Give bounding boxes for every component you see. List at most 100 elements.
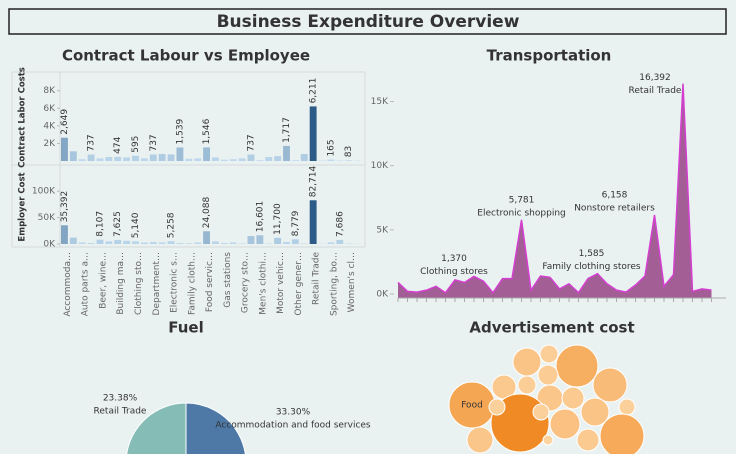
data-label: 1,546 bbox=[202, 118, 212, 144]
slice-value: 23.38% bbox=[103, 394, 138, 404]
title-box bbox=[8, 8, 727, 35]
slice-value: 33.30% bbox=[276, 408, 311, 418]
data-label: 35,392 bbox=[60, 191, 70, 223]
bar bbox=[185, 158, 193, 161]
bar bbox=[247, 236, 255, 244]
x-tick-label: Electronic s… bbox=[170, 252, 180, 313]
data-label: 474 bbox=[113, 136, 123, 153]
x-tick-label: Sporting, bo… bbox=[329, 252, 339, 316]
bar bbox=[229, 242, 237, 244]
bar bbox=[132, 155, 139, 161]
bar bbox=[203, 147, 210, 161]
data-label: 737 bbox=[149, 134, 159, 151]
x-tick-label: Family cloth… bbox=[187, 252, 197, 315]
y-tick-label: 4K bbox=[43, 121, 56, 131]
data-label: 82,714 bbox=[309, 166, 319, 198]
data-label: 6,211 bbox=[309, 78, 319, 104]
area-line bbox=[397, 83, 712, 294]
bar bbox=[167, 241, 175, 244]
bar bbox=[327, 159, 335, 161]
chart-title: Fuel bbox=[168, 319, 204, 337]
data-label: 737 bbox=[246, 134, 256, 151]
x-tick-label: Other gener… bbox=[294, 252, 304, 316]
bar bbox=[114, 156, 122, 161]
bar bbox=[167, 154, 175, 161]
x-tick-label: Retail Trade bbox=[312, 252, 322, 305]
bar bbox=[123, 157, 131, 161]
bar bbox=[140, 158, 148, 161]
data-label: 7,686 bbox=[335, 211, 345, 237]
bar bbox=[149, 154, 157, 161]
bar bbox=[345, 243, 353, 244]
bubble bbox=[488, 398, 506, 416]
bar bbox=[194, 242, 202, 244]
bar bbox=[114, 239, 122, 244]
bar bbox=[69, 237, 77, 244]
bar bbox=[265, 243, 273, 244]
bar bbox=[105, 157, 113, 161]
annotation-name: Family clothing stores bbox=[542, 262, 641, 272]
bar bbox=[149, 241, 157, 244]
bar bbox=[283, 241, 290, 244]
y-tick-label: 15K bbox=[371, 97, 389, 107]
panel-frame bbox=[11, 71, 366, 248]
bubble bbox=[512, 347, 542, 377]
bubble bbox=[539, 344, 559, 364]
data-label: 24,088 bbox=[202, 197, 212, 229]
bar bbox=[220, 242, 228, 244]
pie-slice bbox=[126, 402, 187, 454]
bar bbox=[265, 157, 273, 161]
y-tick-label: 0K bbox=[376, 290, 389, 300]
annotation-value: 1,585 bbox=[579, 249, 605, 259]
data-label: 5,258 bbox=[167, 212, 177, 238]
area-fill bbox=[398, 83, 712, 298]
bubble bbox=[599, 413, 645, 454]
bar bbox=[291, 160, 299, 161]
annotation-name: Electronic shopping bbox=[477, 208, 565, 218]
bar bbox=[132, 241, 139, 244]
y-tick-label: 2K bbox=[43, 139, 56, 149]
bar bbox=[123, 240, 131, 244]
bar bbox=[336, 239, 344, 244]
bar bbox=[158, 242, 166, 244]
y-tick-label: 8K bbox=[43, 86, 56, 96]
bar bbox=[256, 235, 264, 244]
bar bbox=[194, 158, 202, 161]
bar bbox=[238, 243, 246, 244]
chart-title: Advertisement cost bbox=[469, 319, 634, 337]
data-label: 11,700 bbox=[273, 203, 283, 235]
annotation-name: Clothing stores bbox=[420, 267, 488, 277]
annotation-value: 16,392 bbox=[639, 73, 671, 83]
annotation-value: 1,370 bbox=[441, 254, 467, 264]
bar bbox=[61, 137, 68, 161]
bubble bbox=[532, 403, 550, 421]
bar bbox=[220, 159, 228, 161]
bar bbox=[229, 159, 237, 161]
bar bbox=[87, 154, 95, 161]
bar bbox=[61, 225, 68, 244]
annotation-value: 5,781 bbox=[509, 195, 535, 205]
data-label: 5,140 bbox=[131, 212, 141, 238]
bubble bbox=[618, 398, 636, 416]
bubble bbox=[555, 344, 599, 388]
bar bbox=[78, 159, 86, 161]
y-tick-label: 0K bbox=[43, 240, 56, 250]
bubble bbox=[580, 397, 610, 427]
slice-name: Accommodation and food services bbox=[215, 421, 371, 431]
dashboard-title: Business Expenditure Overview bbox=[217, 12, 520, 32]
bar bbox=[69, 151, 77, 161]
x-tick-label: Motor vehic… bbox=[276, 252, 286, 314]
data-label: 83 bbox=[344, 146, 354, 157]
bubble bbox=[542, 434, 554, 446]
x-tick-label: Beer, wine… bbox=[98, 252, 108, 309]
data-label: 8,779 bbox=[291, 210, 301, 236]
x-tick-label: Grocery sto… bbox=[241, 252, 251, 313]
data-label: 1,539 bbox=[175, 118, 185, 144]
bar bbox=[87, 242, 95, 244]
bar bbox=[256, 160, 264, 161]
bar bbox=[345, 160, 353, 161]
bar bbox=[309, 200, 317, 244]
y-tick-label: 6K bbox=[43, 104, 56, 114]
x-tick-label: Building ma… bbox=[116, 252, 126, 315]
